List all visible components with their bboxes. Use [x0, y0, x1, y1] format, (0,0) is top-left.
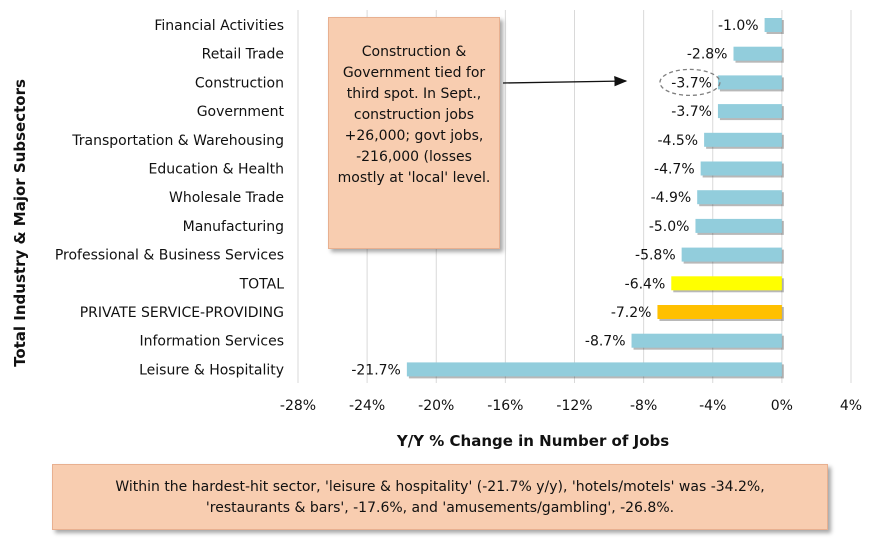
x-tick-label: 4% [840, 398, 862, 414]
value-label: -2.8% [687, 47, 728, 63]
value-label: -3.7% [671, 104, 712, 120]
value-label: -1.0% [718, 18, 759, 34]
x-tick-label: -16% [487, 398, 523, 414]
value-label: -6.4% [625, 276, 666, 292]
x-tick-label: -28% [280, 398, 316, 414]
bar-education-health [700, 161, 782, 176]
bar-construction [717, 75, 782, 90]
value-label: -5.8% [635, 248, 676, 264]
category-label: Professional & Business Services [55, 248, 284, 264]
value-label: -3.7% [671, 75, 712, 91]
bar-wholesale-trade [697, 190, 782, 205]
category-label: TOTAL [239, 276, 285, 292]
value-label: -5.0% [649, 219, 690, 235]
x-tick-label: -8% [630, 398, 657, 414]
category-label: Retail Trade [202, 47, 284, 63]
category-label: Education & Health [149, 162, 285, 178]
construction-callout: Construction & Government tied for third… [328, 17, 500, 249]
x-tick-label: -20% [418, 398, 454, 414]
category-label: Information Services [139, 334, 284, 350]
category-label: Leisure & Hospitality [139, 362, 284, 378]
bar-transportation-warehousing [704, 132, 782, 147]
callout-arrow [502, 75, 628, 87]
x-tick-label: 0% [771, 398, 793, 414]
value-label: -4.7% [654, 162, 695, 178]
leisure-note: Within the hardest-hit sector, 'leisure … [52, 464, 828, 530]
value-label: -21.7% [351, 362, 401, 378]
x-axis-title: Y/Y % Change in Number of Jobs [396, 432, 669, 450]
category-label: Wholesale Trade [169, 190, 284, 206]
x-tick-label: -24% [349, 398, 385, 414]
bar-manufacturing [695, 218, 782, 233]
bar-retail-trade [733, 46, 782, 61]
x-tick-label: -12% [556, 398, 592, 414]
category-label: Manufacturing [183, 219, 284, 235]
bar-government [717, 104, 782, 119]
bar-leisure-hospitality [406, 362, 782, 377]
category-label: Transportation & Warehousing [71, 133, 284, 149]
value-label: -8.7% [585, 334, 626, 350]
bar-private-service-providing [657, 305, 782, 319]
category-label: Construction [195, 75, 284, 91]
x-tick-label: -4% [699, 398, 726, 414]
value-label: -4.5% [657, 133, 698, 149]
bar-information-services [631, 333, 782, 348]
bar-professional-business-services [681, 247, 782, 262]
bar-financial-activities [764, 18, 782, 32]
highlight-circle [659, 68, 721, 97]
y-axis-title: Total Industry & Major Subsectors [11, 79, 29, 367]
category-label: Government [197, 104, 285, 120]
bar-total [671, 276, 782, 291]
value-label: -4.9% [651, 190, 692, 206]
category-label: Financial Activities [154, 18, 284, 34]
category-label: PRIVATE SERVICE-PROVIDING [80, 305, 284, 321]
value-label: -7.2% [611, 305, 652, 321]
